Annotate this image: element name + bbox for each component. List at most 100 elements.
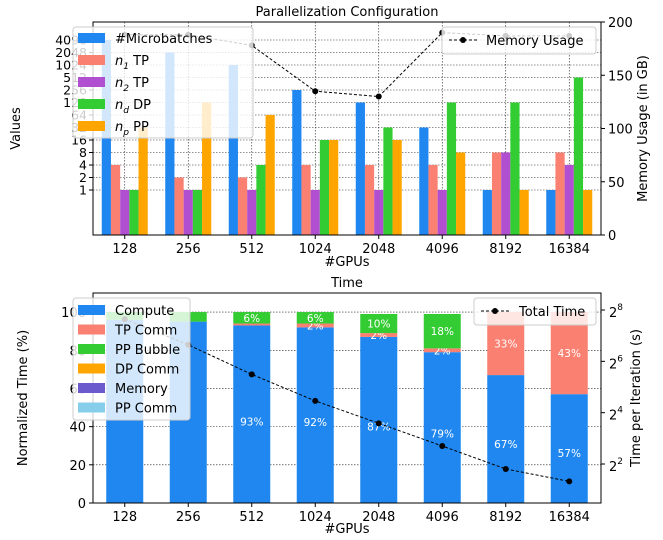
legend-marker xyxy=(460,37,466,43)
bar xyxy=(183,190,193,235)
memory-point xyxy=(312,88,319,95)
bar xyxy=(428,165,438,235)
legend-box xyxy=(441,26,597,55)
bar-value-label: 6% xyxy=(307,313,324,325)
bar-segment xyxy=(360,333,398,337)
bar xyxy=(456,152,466,235)
bar-segment xyxy=(233,325,271,503)
bar xyxy=(120,190,130,235)
bar xyxy=(256,165,266,235)
legend-label-symbol: n xyxy=(115,54,123,69)
bar-segment xyxy=(233,312,271,324)
y2-tick-label: 28 xyxy=(609,303,623,321)
bar-value-label: 18% xyxy=(431,326,454,338)
total-time-point xyxy=(312,397,319,404)
y-axis-label: Normalized Time (%) xyxy=(16,330,31,466)
bar-value-label: 92% xyxy=(304,417,327,429)
y2-tick-base: 2 xyxy=(609,357,617,372)
y2-axis-label: Time per Iteration (s) xyxy=(629,329,644,468)
y-tick-label: 40 xyxy=(69,421,86,436)
y2-tick-exponent: 8 xyxy=(617,303,623,313)
total-time-point xyxy=(375,420,382,427)
bar xyxy=(265,115,275,235)
bar xyxy=(419,127,429,235)
legend-label: nd DP xyxy=(115,98,151,116)
legend-label-subscript: 1 xyxy=(123,62,129,72)
legend-marker xyxy=(492,308,498,314)
bar-value-label: 43% xyxy=(558,348,581,360)
total-time-point xyxy=(566,478,573,485)
bar xyxy=(446,102,457,235)
y2-tick-label: 150 xyxy=(608,69,633,84)
y2-axis-label: Memory Usage (in GB) xyxy=(636,55,651,202)
legend-label: TP Comm xyxy=(114,324,177,339)
bar xyxy=(129,190,139,235)
legend-swatch xyxy=(78,305,105,315)
x-tick-label: 16384 xyxy=(549,510,590,525)
x-tick-label: 4096 xyxy=(426,242,459,257)
bar-segment xyxy=(550,312,588,395)
legend-label: PP Bubble xyxy=(115,343,180,358)
bar xyxy=(310,190,320,235)
y2-tick-label: 26 xyxy=(609,354,623,372)
total-time-line xyxy=(124,318,570,482)
chart-title: Time xyxy=(330,276,363,291)
y2-tick-exponent: 4 xyxy=(617,406,623,416)
legend-swatch xyxy=(78,55,105,65)
legend-label-subscript: 2 xyxy=(123,84,129,94)
bar-segment xyxy=(360,314,398,334)
y-tick-label: 1 xyxy=(79,183,87,198)
bar xyxy=(491,152,502,235)
y2-tick-label: 50 xyxy=(608,176,625,191)
chart-parallelization: 1248163264128256512102420484096050100150… xyxy=(9,5,651,270)
y-axis-label: Values xyxy=(9,107,24,150)
bar-segment xyxy=(487,375,525,503)
bar xyxy=(482,190,492,235)
bar xyxy=(583,190,593,235)
legend-swatch xyxy=(78,402,105,413)
legend-swatch xyxy=(78,33,105,43)
legend-label-name: PP xyxy=(129,120,149,135)
y2-tick-base: 2 xyxy=(609,409,617,424)
legend-label: Memory xyxy=(115,382,168,397)
x-tick-label: 1024 xyxy=(299,510,332,525)
y2-tick-base: 2 xyxy=(609,306,617,321)
bar xyxy=(319,140,330,235)
bar-value-label: 33% xyxy=(494,339,517,351)
legend: Compute TP Comm PP Bubble DP Comm Memory PP C… xyxy=(72,297,191,421)
legend-label: Total Time xyxy=(518,305,585,320)
legend-total-time: Total Time xyxy=(473,297,597,326)
bar xyxy=(392,140,402,235)
x-tick-label: 16384 xyxy=(549,242,590,257)
legend-label-symbol: n xyxy=(115,98,123,113)
y2-tick-label: 24 xyxy=(609,406,623,424)
bar-segment xyxy=(423,348,461,353)
y-tick-label: 4 xyxy=(79,158,87,173)
x-tick-label: 8192 xyxy=(489,242,522,257)
y-tick-label: 8 xyxy=(79,145,87,160)
x-tick-label: 128 xyxy=(112,510,137,525)
bar xyxy=(202,102,212,235)
legend-memory: Memory Usage xyxy=(441,26,597,55)
y2-tick-label: 22 xyxy=(609,457,623,475)
y2-tick-exponent: 2 xyxy=(617,457,623,467)
x-tick-label: 128 xyxy=(112,242,137,257)
bar xyxy=(383,127,393,235)
bar-value-label: 87% xyxy=(367,422,390,434)
chart-title: Parallelization Configuration xyxy=(256,5,439,20)
x-tick-label: 4096 xyxy=(426,510,459,525)
legend-label: np PP xyxy=(115,120,149,138)
bar xyxy=(519,190,529,235)
y2-tick-label: 0 xyxy=(608,229,616,244)
x-tick-label: 256 xyxy=(176,242,201,257)
bar xyxy=(110,165,121,235)
legend-swatch xyxy=(78,99,105,109)
bar-segment xyxy=(423,314,461,349)
bar-segment xyxy=(296,327,334,503)
legend-swatch xyxy=(78,121,105,131)
memory-point xyxy=(375,93,382,100)
legend-label: n1 TP xyxy=(115,54,149,72)
bar xyxy=(329,140,339,235)
legend-label: n2 TP xyxy=(115,76,149,94)
total-time-point xyxy=(248,371,255,378)
